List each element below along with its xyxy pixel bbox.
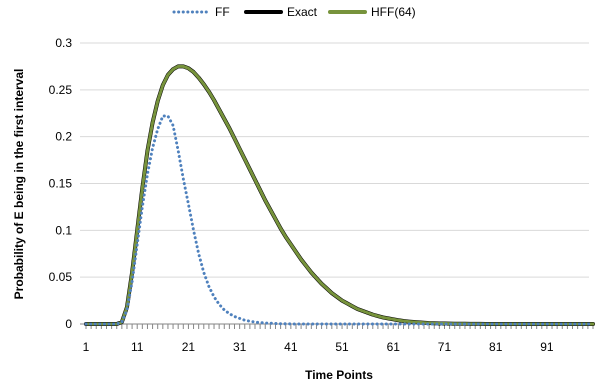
legend-label-hff-64-: HFF(64) [371, 5, 416, 19]
series-group [84, 64, 595, 326]
gridlines [80, 42, 589, 278]
y-tick-label-1: 0.05 [49, 270, 73, 284]
tick-labels: 00.050.10.150.20.250.31 11 21 31 41 51 61 71 81 9… [49, 36, 554, 354]
x-tick-label-6: 61 [387, 340, 401, 354]
legend-label-exact: Exact [287, 5, 318, 19]
y-tick-label-0: 0 [65, 317, 72, 331]
x-axis-title: Time Points [305, 368, 373, 382]
y-axis-title: Probability of E being in the first inte… [12, 69, 26, 300]
y-tick-label-3: 0.15 [49, 177, 73, 191]
x-tick-label-4: 41 [284, 340, 298, 354]
series-line-exact [84, 64, 595, 326]
x-tick-label-2: 21 [182, 340, 196, 354]
chart-legend: FF Exact HFF(64) [172, 5, 416, 19]
x-tick-label-7: 71 [438, 340, 452, 354]
y-tick-label-6: 0.3 [55, 36, 72, 50]
x-tick-label-3: 31 [233, 340, 247, 354]
x-tick-label-0: 1 [83, 340, 90, 354]
y-tick-label-2: 0.1 [55, 223, 72, 237]
x-tick-label-9: 91 [540, 340, 554, 354]
x-tick-label-5: 51 [335, 340, 349, 354]
y-tick-label-4: 0.2 [55, 130, 72, 144]
x-tick-label-1: 11 [131, 340, 144, 354]
series-line-hff-64- [84, 64, 595, 326]
x-tick-label-8: 81 [489, 340, 503, 354]
series-line-ff [84, 114, 595, 326]
legend-label-ff: FF [215, 5, 230, 19]
y-tick-label-5: 0.25 [49, 83, 73, 97]
